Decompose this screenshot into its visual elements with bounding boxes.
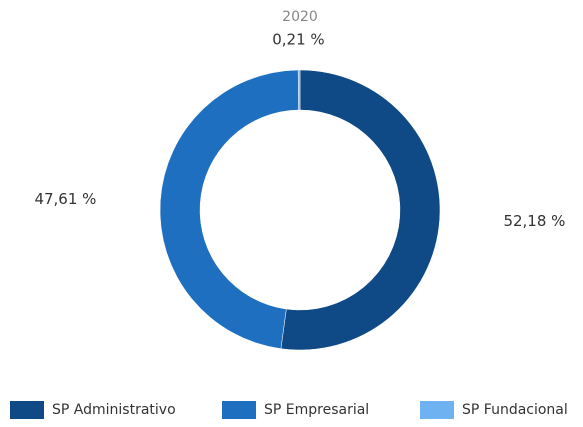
legend-swatch — [10, 401, 44, 419]
legend-swatch — [222, 401, 256, 419]
chart-title: 2020 — [282, 9, 318, 25]
legend-swatch — [420, 401, 454, 419]
legend-label: SP Fundacional — [462, 402, 568, 418]
data-label: 52,18 % — [503, 212, 565, 230]
donut-segment — [280, 69, 441, 351]
data-label: 0,21 % — [272, 31, 324, 49]
donut-segment — [159, 69, 299, 349]
donut-segment — [297, 69, 301, 111]
legend-label: SP Administrativo — [52, 402, 176, 418]
data-label: 47,61 % — [34, 190, 96, 208]
legend-label: SP Empresarial — [264, 402, 369, 418]
